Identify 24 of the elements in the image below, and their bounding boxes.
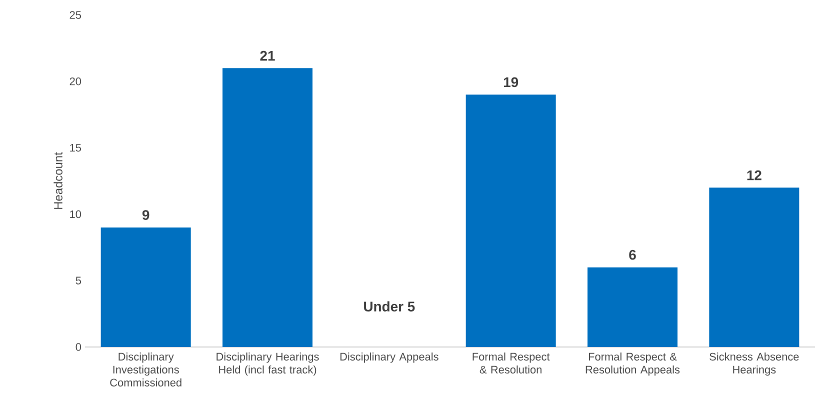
- y-tick-label: 10: [70, 210, 82, 218]
- text: Under 5: [364, 301, 415, 312]
- data-label: 6: [629, 250, 636, 260]
- bar: [222, 68, 312, 347]
- bar: [466, 94, 556, 347]
- data-label: 19: [504, 77, 518, 88]
- y-tick-label: 15: [70, 144, 82, 152]
- y-tick-label: 20: [70, 78, 82, 86]
- bar: [100, 227, 191, 347]
- y-tick-label: 25: [70, 11, 82, 19]
- x-tick-label: Disciplinary Appeals: [340, 352, 438, 363]
- data-label: 9: [142, 210, 150, 220]
- x-tick-label: Formal Respect & Resolution: [472, 352, 550, 374]
- data-label: 21: [260, 50, 275, 61]
- data-label: 12: [747, 170, 762, 180]
- x-tick-label: Disciplinary Hearings Held (incl fast track): [216, 352, 319, 376]
- y-tick-label: 0: [76, 343, 82, 351]
- x-tick-label: Formal Respect & Resolution Appeals: [586, 352, 680, 376]
- y-tick-label: 5: [76, 276, 82, 284]
- bar: [709, 188, 800, 347]
- y-axis-title: Headcount: [54, 152, 62, 209]
- x-tick-label: Sickness Absence Hearings: [710, 352, 799, 376]
- x-tick-label: Disciplinary Investigations Commissioned: [110, 352, 182, 386]
- bar: [588, 267, 678, 347]
